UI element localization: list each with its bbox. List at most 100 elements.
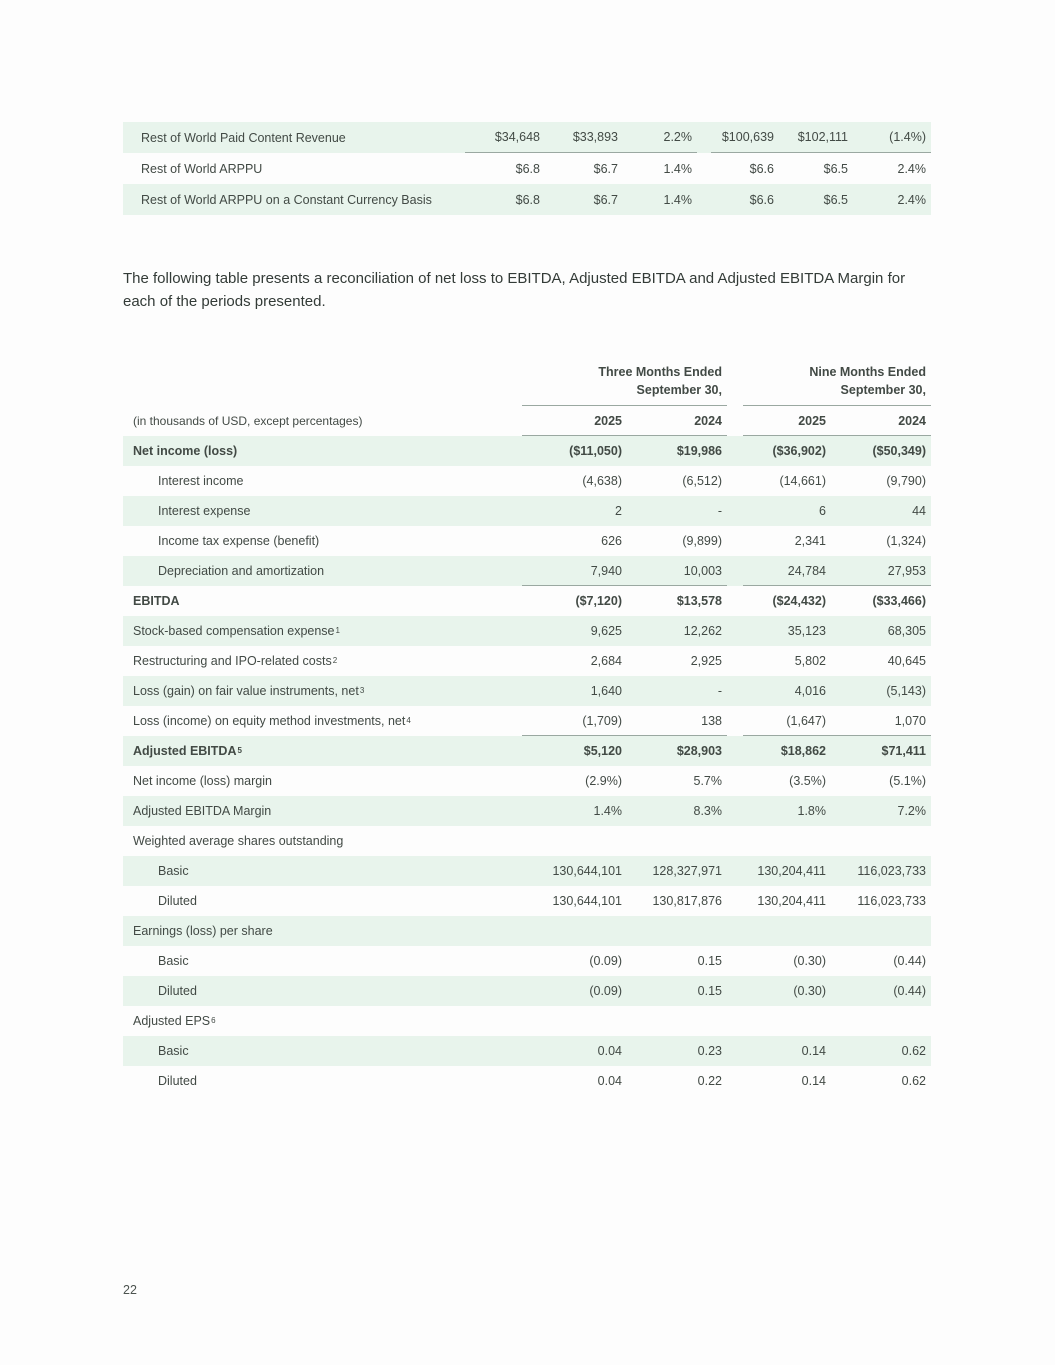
row-label: Rest of World Paid Content Revenue [123, 122, 465, 153]
row-value [522, 1006, 627, 1036]
row-value: (14,661) [779, 474, 826, 488]
row-value: (2.9%) [585, 774, 622, 788]
row-label: Adjusted EBITDA 5 [133, 744, 242, 758]
row-label-text: Depreciation and amortization [158, 564, 325, 578]
row-label: Diluted [123, 976, 522, 1006]
row-value: $6.7 [593, 161, 618, 176]
column-gap [727, 856, 743, 886]
table-row: Depreciation and amortization 7,940 10,003… [123, 556, 931, 586]
table-row: Basic (0.09) 0.15 (0.30) (0.44) [123, 946, 931, 976]
row-label: Loss (gain) on fair value instruments, n… [133, 684, 365, 698]
table-row: Interest expense 2 - 6 44 [123, 496, 931, 526]
row-value: 130,817,876 [652, 894, 722, 908]
row-value: 5,802 [794, 654, 826, 668]
row-value: 1,070 [831, 706, 931, 736]
row-label: Diluted [123, 1066, 522, 1096]
row-value: 40,645 [887, 654, 926, 668]
row-value: 35,123 [787, 624, 826, 638]
row-value: ($7,120) [575, 594, 622, 608]
row-value: $100,639 [711, 122, 779, 153]
table-body: Net income (loss) ($11,050) $19,986 ($36,90… [123, 436, 931, 1096]
row-value: (6,512) [682, 474, 722, 488]
row-value [522, 826, 627, 856]
row-value: 0.04 [597, 1044, 622, 1058]
row-label: Income tax expense (benefit) [123, 526, 522, 556]
row-value: $34,648 [465, 122, 545, 153]
row-label-text: Adjusted EBITDA [133, 744, 237, 758]
table-row: Net income (loss) margin (2.9%) 5.7% (3.5%)… [123, 766, 931, 796]
table-row: Basic 130,644,101 128,327,971 130,204,411 11… [123, 856, 931, 886]
row-label-text: Diluted [158, 894, 197, 908]
column-gap [727, 916, 743, 946]
row-value: 6 [819, 504, 826, 518]
row-label-text: Net income (loss) [133, 444, 238, 458]
row-label-text: Diluted [158, 1074, 197, 1088]
column-gap [727, 676, 743, 706]
row-label: Stock-based compensation expense 1 [133, 624, 340, 638]
row-label: Rest of World ARPPU [123, 153, 465, 184]
row-label-text: Net income (loss) margin [133, 774, 272, 788]
column-gap [727, 496, 743, 526]
ebitda-reconciliation-table: Three Months Ended September 30, Nine Mo… [123, 360, 931, 1096]
row-value: 27,953 [831, 556, 931, 586]
row-label: Rest of World ARPPU on a Constant Curren… [123, 184, 465, 215]
row-label-text: Loss (income) on equity method investmen… [133, 714, 406, 728]
group-header-spacer [123, 360, 522, 406]
row-value: $6.5 [823, 192, 848, 207]
row-value [627, 916, 727, 946]
row-value: $6.8 [515, 192, 540, 207]
row-value: (9,790) [886, 474, 926, 488]
row-value [831, 1006, 931, 1036]
row-value: 2.4% [897, 161, 927, 176]
row-value: 0.22 [697, 1074, 722, 1088]
row-value: 2,341 [794, 534, 826, 548]
column-gap [727, 616, 743, 646]
row-label-text: Restructuring and IPO-related costs [133, 654, 332, 668]
row-value: 130,644,101 [552, 894, 622, 908]
regional-metrics-table: Rest of World Paid Content Revenue $34,64… [123, 122, 931, 215]
row-value: $5,120 [583, 744, 622, 758]
row-label-text: Diluted [158, 984, 197, 998]
row-value: 2.2% [623, 122, 697, 153]
row-label-text: Rest of World ARPPU on a Constant Curren… [141, 192, 432, 207]
row-label: Basic [123, 856, 522, 886]
row-value: ($36,902) [772, 444, 826, 458]
column-gap [727, 706, 743, 736]
column-gap [727, 826, 743, 856]
row-label-text: Basic [158, 1044, 189, 1058]
column-group-header-nine-months: Nine Months Ended September 30, [743, 360, 931, 406]
row-value: (0.30) [793, 954, 826, 968]
row-label: Diluted [123, 886, 522, 916]
row-value: - [717, 684, 722, 698]
year-column-header: 2024 [627, 406, 727, 436]
row-value: 68,305 [887, 624, 926, 638]
row-label-text: Basic [158, 954, 189, 968]
row-value: 130,204,411 [757, 894, 826, 908]
row-value: ($50,349) [872, 444, 926, 458]
row-value: 2 [615, 504, 622, 518]
row-value: 10,003 [627, 556, 727, 586]
table-row: Stock-based compensation expense 1 9,625 12… [123, 616, 931, 646]
row-value: $71,411 [881, 744, 927, 758]
row-value: $102,111 [779, 122, 853, 153]
row-value: (3.5%) [789, 774, 826, 788]
row-value: $28,903 [676, 744, 722, 758]
row-value: 0.23 [697, 1044, 722, 1058]
column-gap [727, 466, 743, 496]
row-value: 24,784 [743, 556, 831, 586]
row-value: 9,625 [590, 624, 622, 638]
row-value: 0.62 [901, 1074, 926, 1088]
row-value: $13,578 [676, 594, 722, 608]
row-value: 1.4% [663, 192, 693, 207]
row-label: Basic [123, 1036, 522, 1066]
row-value: 0.15 [697, 984, 722, 998]
row-label-text: Basic [158, 864, 189, 878]
row-label: Adjusted EPS 6 [133, 1014, 216, 1028]
year-column-header: 2024 [831, 406, 931, 436]
column-gap [727, 886, 743, 916]
row-value: $6.5 [823, 161, 848, 176]
row-value: $18,862 [780, 744, 826, 758]
row-value: 7.2% [897, 804, 927, 818]
row-value: 2.4% [897, 192, 927, 207]
